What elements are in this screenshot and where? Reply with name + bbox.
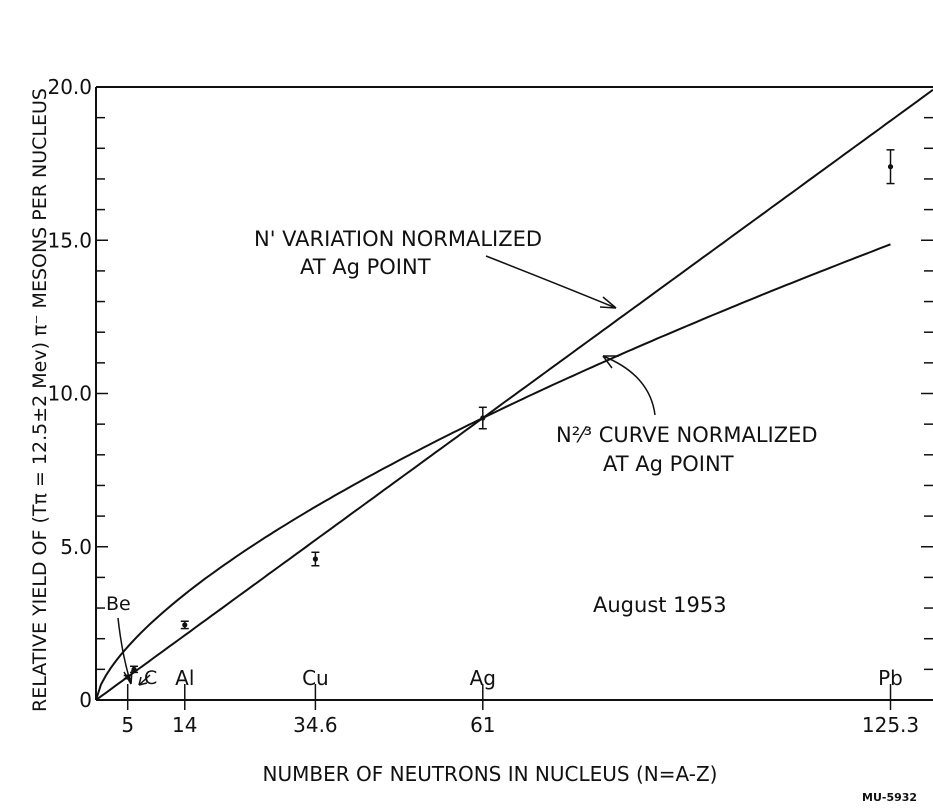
y-axis-title: RELATIVE YIELD OF (Tπ = 12.5±2 Mev) π⁻ M… — [29, 88, 51, 712]
x-tick-label: 34.6 — [293, 713, 338, 737]
be-label: Be — [106, 593, 131, 615]
point-marker — [888, 164, 893, 169]
y-tick-label: 10.0 — [47, 382, 92, 406]
document-code: MU-5932 — [862, 791, 917, 804]
date-label: August 1953 — [593, 593, 727, 617]
n1-arrow — [486, 256, 616, 308]
n1-label-line1: N' VARIATION NORMALIZED — [254, 227, 542, 251]
x-tick-label: 125.3 — [862, 713, 919, 737]
element-label: Pb — [878, 666, 903, 690]
data-point-cu — [311, 552, 319, 565]
y-tick-label: 20.0 — [47, 75, 92, 99]
c-label: C — [144, 667, 157, 689]
point-marker — [313, 556, 318, 561]
n23-curve-line — [96, 244, 891, 700]
point-marker — [182, 622, 187, 627]
annotation-arrows — [118, 256, 655, 685]
n23-label-line2: AT Ag POINT — [603, 452, 734, 476]
model-curves — [96, 90, 933, 700]
n23-arrow — [603, 356, 655, 415]
x-tick-label: 5 — [121, 713, 134, 737]
n23-label-line1: N²⁄³ CURVE NORMALIZED — [556, 423, 818, 447]
element-label: Cu — [302, 666, 329, 690]
data-point-al — [181, 621, 189, 628]
y-tick-label: 0 — [79, 688, 92, 712]
x-tick-label: 61 — [470, 713, 495, 737]
n1-variation-line — [96, 90, 933, 700]
data-point-ag — [479, 407, 487, 428]
y-tick-label: 5.0 — [60, 535, 92, 559]
point-marker — [480, 415, 485, 420]
x-tick-label: 14 — [172, 713, 197, 737]
element-label: Ag — [470, 666, 496, 690]
x-axis-title: NUMBER OF NEUTRONS IN NUCLEUS (N=A-Z) — [263, 762, 718, 786]
y-tick-label: 15.0 — [47, 228, 92, 252]
element-label: Al — [175, 666, 194, 690]
data-point-pb — [887, 150, 895, 184]
n1-label-line2: AT Ag POINT — [300, 255, 431, 279]
